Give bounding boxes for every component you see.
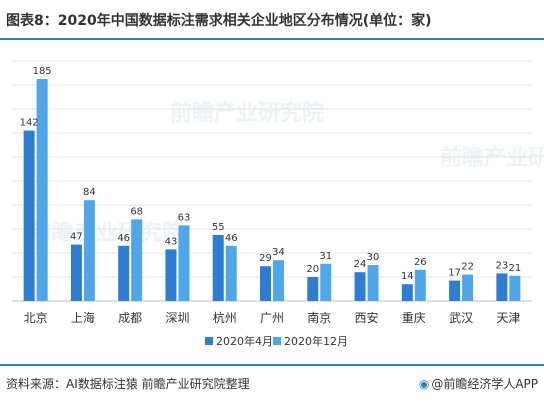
legend: 2020年4月 2020年12月 xyxy=(205,334,348,348)
bar-dec-成都 xyxy=(131,219,143,301)
data-label: 26 xyxy=(414,257,427,268)
x-tick-labels: 北京 上海 成都 深圳 杭州 广州 南京 西安 重庆 武汉 天津 xyxy=(24,310,521,325)
x-tick-label: 深圳 xyxy=(165,311,189,325)
bar-dec-广州 xyxy=(273,260,284,301)
data-label: 46 xyxy=(225,233,238,244)
value-labels: 1421854784466843635546293420312430142617… xyxy=(20,66,522,282)
x-tick-label: 成都 xyxy=(118,311,142,325)
x-tick-label: 上海 xyxy=(71,310,95,325)
bars xyxy=(23,79,521,301)
bar-dec-北京 xyxy=(36,79,48,301)
data-label: 22 xyxy=(461,262,474,273)
data-label: 30 xyxy=(367,252,380,263)
data-label: 46 xyxy=(117,233,130,244)
footer-bar: 资料来源：AI数据标注猿 前瞻产业研究院整理 ◉ @前瞻经济学人APP xyxy=(0,364,544,403)
bar-apr-上海 xyxy=(70,244,82,301)
data-label: 21 xyxy=(508,263,521,274)
data-label: 23 xyxy=(495,260,508,271)
data-label: 31 xyxy=(319,251,332,262)
brand-logo-icon: ◉ xyxy=(418,377,430,391)
bar-apr-天津 xyxy=(496,273,508,301)
bar-dec-天津 xyxy=(509,275,521,301)
data-label: 17 xyxy=(448,268,461,279)
x-tick-label: 北京 xyxy=(24,311,48,325)
data-label: 34 xyxy=(272,247,285,258)
source-note: 资料来源：AI数据标注猿 前瞻产业研究院整理 xyxy=(6,377,250,391)
bar-dec-上海 xyxy=(83,200,95,301)
data-label: 14 xyxy=(401,271,414,282)
data-label: 43 xyxy=(165,236,178,247)
data-label: 63 xyxy=(178,212,191,223)
gridlines xyxy=(12,60,532,302)
x-tick-label: 杭州 xyxy=(213,310,237,325)
x-tick-label: 天津 xyxy=(496,311,520,325)
x-tick-label: 南京 xyxy=(307,310,331,325)
bar-apr-西安 xyxy=(354,272,366,301)
data-label: 29 xyxy=(259,253,272,264)
bar-apr-杭州 xyxy=(212,235,224,301)
x-tick-label: 武汉 xyxy=(449,311,473,325)
brand-text: @前瞻经济学人APP xyxy=(431,377,538,391)
bar-dec-重庆 xyxy=(414,269,426,301)
bar-apr-北京 xyxy=(23,130,35,301)
x-tick-label: 广州 xyxy=(260,311,284,325)
x-tick-label: 重庆 xyxy=(402,311,426,325)
data-label: 68 xyxy=(130,206,143,217)
bar-apr-成都 xyxy=(118,245,130,301)
data-label: 20 xyxy=(306,264,319,275)
data-label: 185 xyxy=(33,66,52,77)
bar-dec-南京 xyxy=(320,263,332,301)
bar-apr-南京 xyxy=(307,277,319,301)
bar-dec-杭州 xyxy=(225,245,237,301)
data-label: 84 xyxy=(83,187,96,198)
bar-apr-武汉 xyxy=(449,280,461,301)
bar-apr-深圳 xyxy=(165,249,177,301)
data-label: 24 xyxy=(354,259,367,270)
legend-label: 2020年12月 xyxy=(284,334,348,348)
chart-title: 图表8：2020年中国数据标注需求相关企业地区分布情况(单位：家) xyxy=(6,13,432,29)
bar-apr-重庆 xyxy=(401,284,413,301)
brand-credit: ◉ @前瞻经济学人APP xyxy=(419,375,538,392)
data-label: 142 xyxy=(20,118,39,129)
bar-apr-广州 xyxy=(260,266,271,301)
legend-swatch xyxy=(205,337,213,345)
title-bar: 图表8：2020年中国数据标注需求相关企业地区分布情况(单位：家) xyxy=(0,0,544,40)
x-tick-label: 西安 xyxy=(355,310,379,325)
bar-chart: 1421854784466843635546293420312430142617… xyxy=(12,60,532,348)
bar-dec-武汉 xyxy=(462,274,474,301)
data-label: 55 xyxy=(212,222,225,233)
bar-dec-深圳 xyxy=(178,225,190,301)
data-label: 47 xyxy=(70,232,83,243)
legend-label: 2020年4月 xyxy=(216,334,273,348)
bar-dec-西安 xyxy=(367,265,379,301)
legend-swatch xyxy=(273,337,281,345)
